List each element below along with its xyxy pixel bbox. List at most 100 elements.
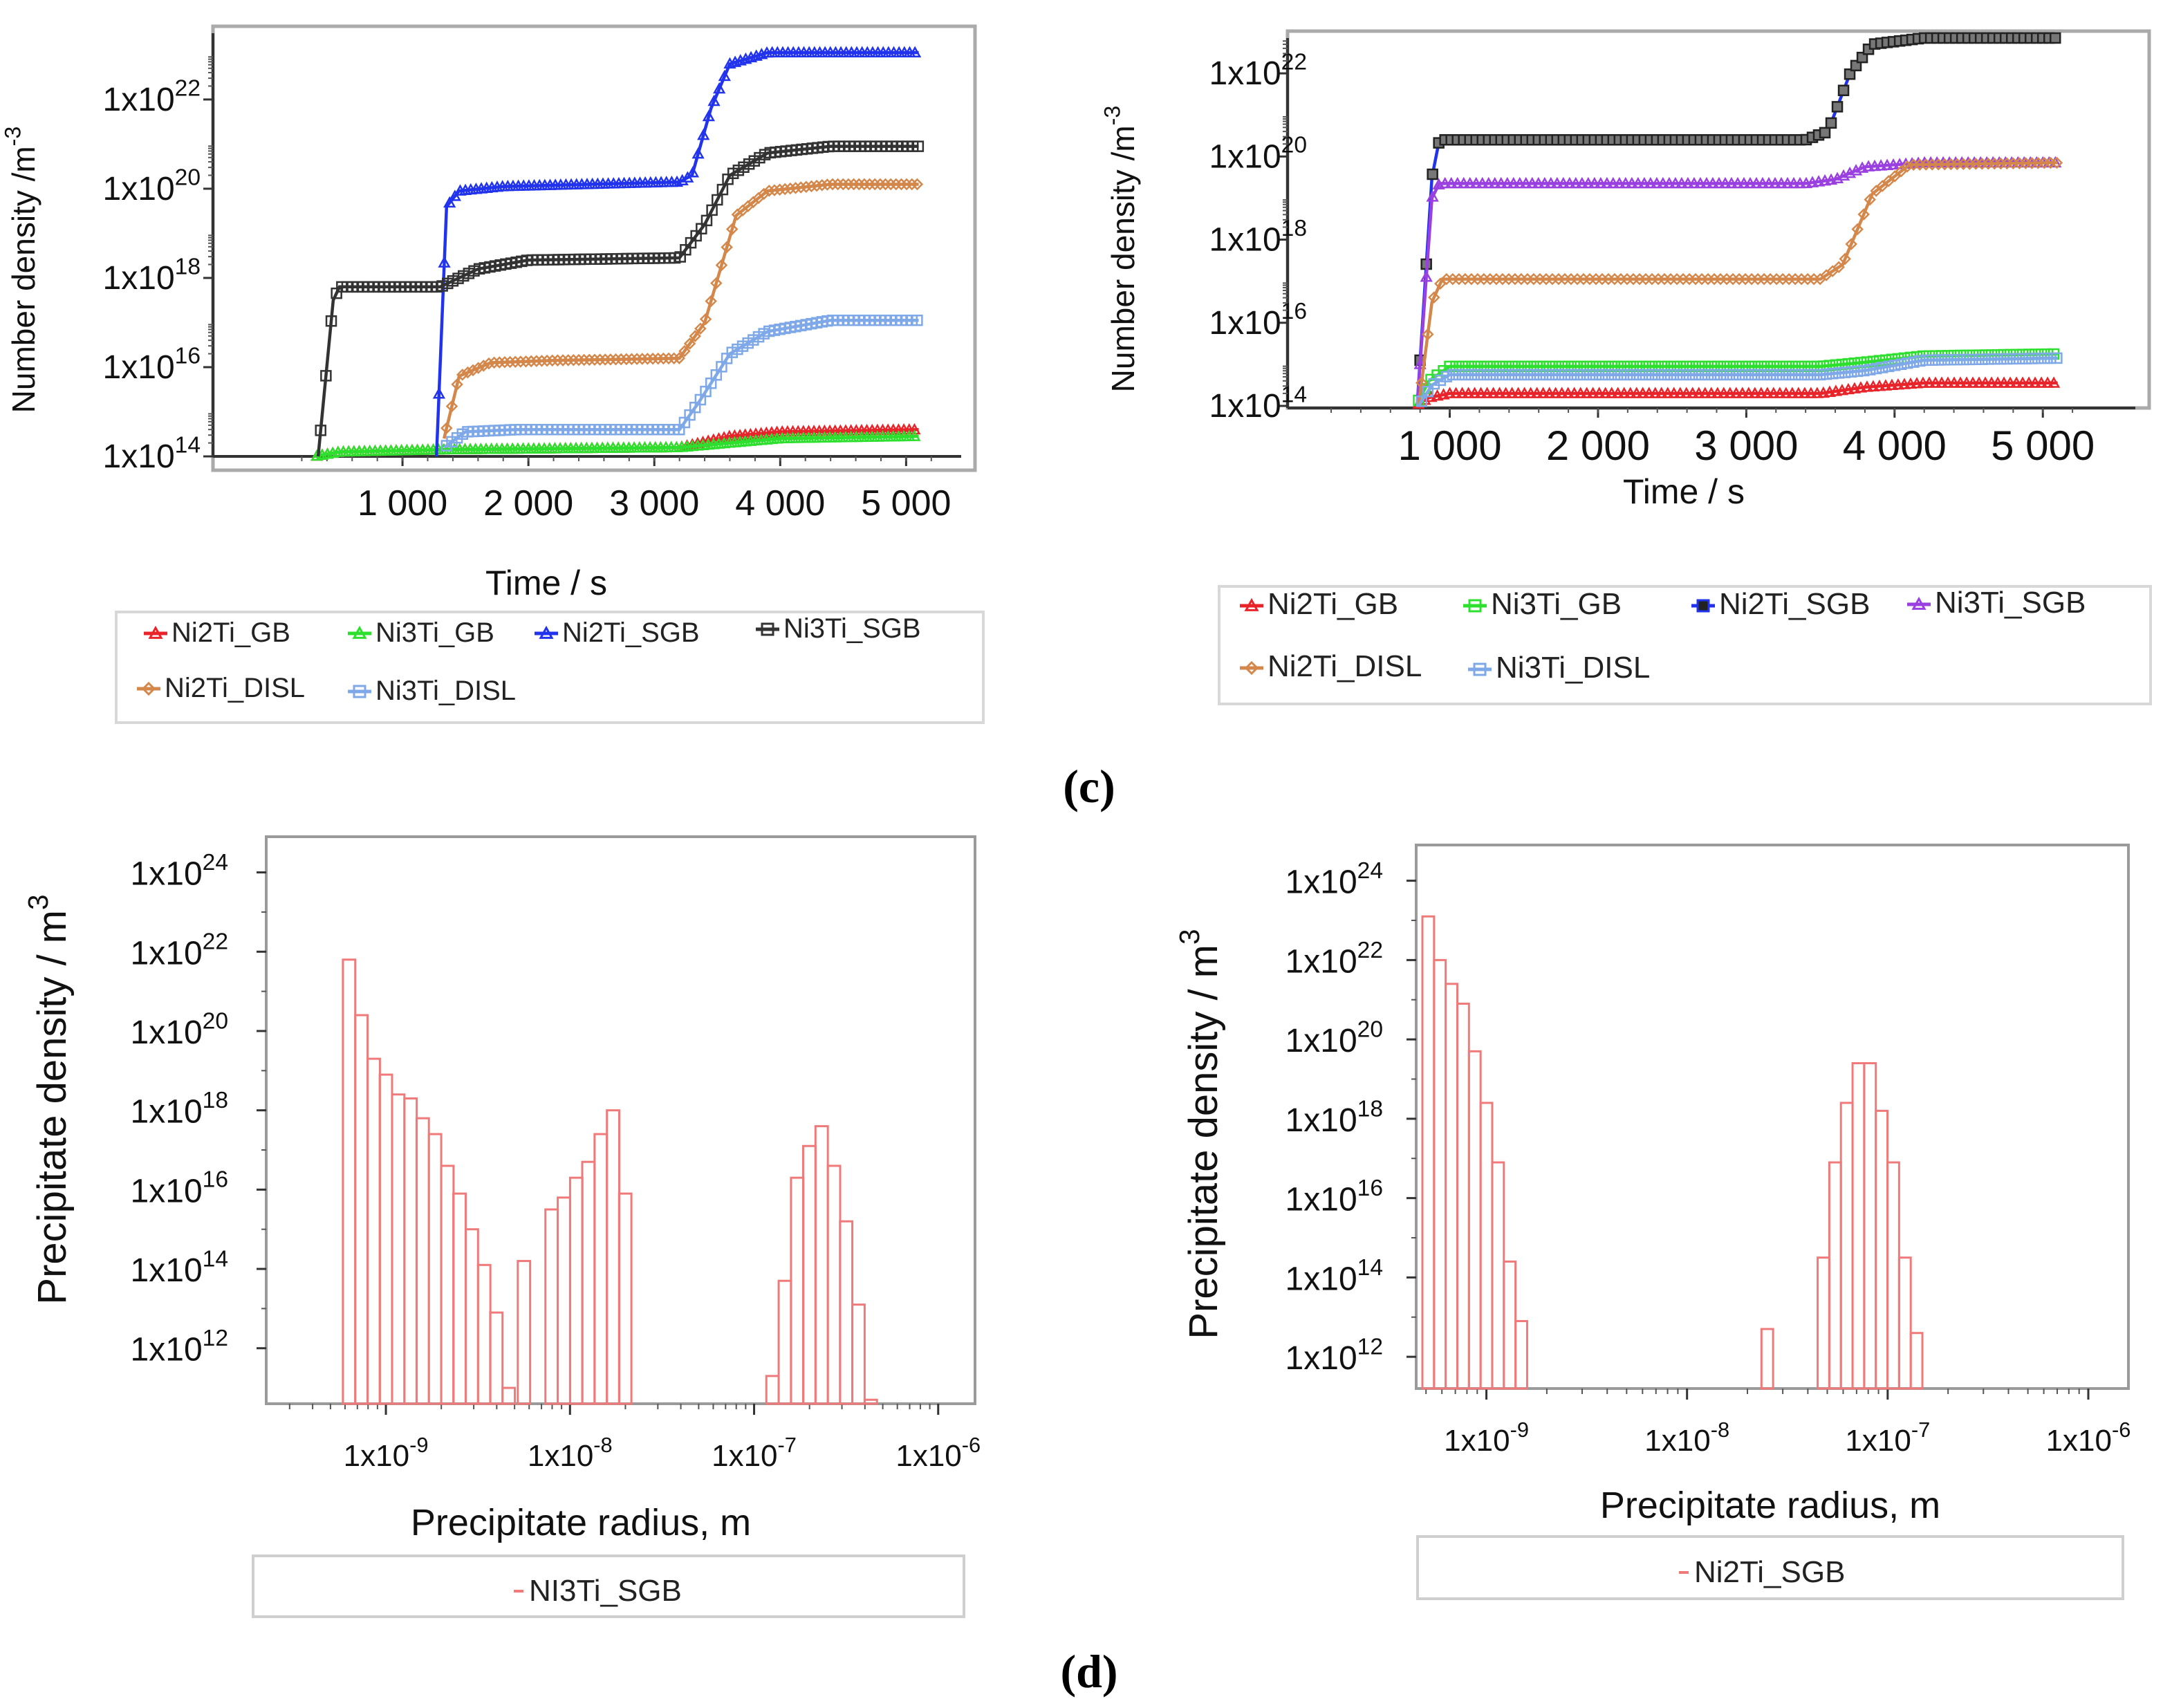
data-point bbox=[1729, 387, 1743, 398]
data-point bbox=[742, 337, 754, 349]
y-tick-label: 1x1018 bbox=[131, 1088, 228, 1131]
data-point bbox=[2016, 376, 2030, 388]
data-point bbox=[662, 352, 675, 365]
legend-swatch-marker bbox=[1244, 597, 1259, 611]
data-point bbox=[510, 256, 522, 268]
legend-swatch-marker bbox=[1911, 596, 1927, 610]
data-point bbox=[1449, 387, 1463, 398]
data-point bbox=[1680, 387, 1693, 398]
histogram-d-left: 1x1012 1x1014 1x1016 1x1018 1x1020 1x1022 1x10… bbox=[22, 835, 981, 1618]
data-point bbox=[456, 369, 469, 381]
data-point bbox=[432, 387, 446, 399]
data-point bbox=[479, 262, 491, 274]
data-point bbox=[800, 319, 813, 331]
data-point bbox=[694, 322, 707, 335]
data-point bbox=[1675, 176, 1689, 189]
histogram-bar bbox=[863, 1398, 878, 1405]
data-point bbox=[908, 429, 921, 441]
data-point bbox=[752, 331, 765, 343]
data-point bbox=[748, 334, 759, 346]
data-point bbox=[911, 314, 923, 326]
data-point bbox=[1456, 387, 1469, 398]
data-point bbox=[1882, 175, 1895, 187]
data-point bbox=[1650, 176, 1663, 189]
legend-label: Ni2Ti_SGB bbox=[1719, 587, 1870, 621]
data-point bbox=[1512, 387, 1525, 398]
y-axis-label: Number density /m-3 bbox=[1099, 106, 1141, 393]
data-point bbox=[1426, 190, 1439, 202]
legend-swatch-marker bbox=[353, 685, 366, 698]
data-point bbox=[1762, 176, 1776, 189]
data-point bbox=[1428, 291, 1440, 304]
data-point bbox=[763, 185, 776, 197]
data-point bbox=[710, 369, 723, 381]
data-point bbox=[541, 354, 553, 367]
data-point bbox=[573, 353, 585, 366]
series-Ni2Ti_GB bbox=[1412, 376, 2061, 409]
data-point bbox=[494, 259, 506, 271]
data-point bbox=[1487, 387, 1500, 398]
data-point bbox=[689, 402, 701, 414]
data-point bbox=[1625, 176, 1638, 189]
data-point bbox=[699, 313, 712, 326]
x-axis-label: Precipitate radius, m bbox=[1600, 1485, 1940, 1526]
histogram-bar bbox=[517, 1260, 532, 1405]
legend-entry-Ni3Ti_DISL: Ni3Ti_DISL bbox=[1468, 651, 1650, 685]
data-point bbox=[1845, 238, 1857, 250]
y-tick-label: 1x1014 bbox=[1209, 382, 1307, 425]
y-tick-label: 1x1016 bbox=[103, 343, 201, 386]
data-point bbox=[1851, 223, 1864, 236]
data-point bbox=[1530, 387, 1543, 398]
data-point bbox=[1524, 387, 1537, 398]
data-point bbox=[1513, 176, 1526, 189]
data-point bbox=[1624, 387, 1637, 398]
y-tick-label: 1x1018 bbox=[103, 254, 201, 297]
data-point bbox=[1879, 379, 1893, 391]
data-point bbox=[1761, 387, 1774, 398]
data-point bbox=[768, 324, 781, 336]
data-point bbox=[1868, 159, 1882, 171]
data-point bbox=[707, 94, 721, 106]
data-point bbox=[1593, 387, 1606, 398]
legend-box bbox=[252, 1554, 965, 1618]
data-point bbox=[1673, 387, 1687, 398]
data-point bbox=[1693, 176, 1707, 189]
legend-swatch-marker bbox=[1473, 662, 1487, 676]
data-point bbox=[1505, 387, 1519, 398]
data-point bbox=[1825, 117, 1837, 129]
legend-entry-Ni3Ti_GB: Ni3Ti_GB bbox=[348, 618, 494, 648]
data-point bbox=[1873, 379, 1886, 391]
data-point bbox=[1901, 160, 1914, 173]
data-point bbox=[732, 164, 745, 176]
data-point bbox=[1574, 387, 1587, 398]
data-point bbox=[489, 260, 501, 272]
data-point bbox=[1619, 176, 1632, 189]
data-point bbox=[446, 436, 458, 448]
data-point bbox=[1480, 387, 1494, 398]
data-point bbox=[657, 352, 670, 365]
y-tick-label: 1x1018 bbox=[1285, 1096, 1383, 1139]
data-point bbox=[700, 385, 712, 398]
data-point bbox=[908, 423, 921, 435]
y-axis-label: Number density /m-3 bbox=[0, 127, 41, 414]
data-point bbox=[1706, 176, 1720, 189]
data-point bbox=[1494, 176, 1507, 189]
y-tick-label: 1x1022 bbox=[1209, 49, 1307, 92]
series-Ni3Ti_SGB bbox=[315, 140, 925, 457]
data-point bbox=[1888, 170, 1902, 183]
data-point bbox=[1532, 176, 1545, 189]
data-point bbox=[567, 354, 580, 366]
legend-label: Ni2Ti_SGB bbox=[1694, 1555, 1845, 1589]
data-point bbox=[1916, 376, 1930, 388]
data-point bbox=[738, 161, 750, 173]
data-point bbox=[1742, 387, 1755, 398]
data-point bbox=[1941, 376, 1955, 388]
x-axis-label: Precipitate radius, m bbox=[411, 1502, 751, 1543]
data-point bbox=[2028, 376, 2042, 388]
data-point bbox=[1997, 376, 2011, 388]
data-point bbox=[516, 255, 528, 268]
data-point bbox=[1737, 176, 1751, 189]
data-point bbox=[448, 189, 461, 201]
data-point bbox=[438, 256, 451, 268]
legend-entry-Ni3Ti_SGB: Ni3Ti_SGB bbox=[756, 613, 921, 644]
